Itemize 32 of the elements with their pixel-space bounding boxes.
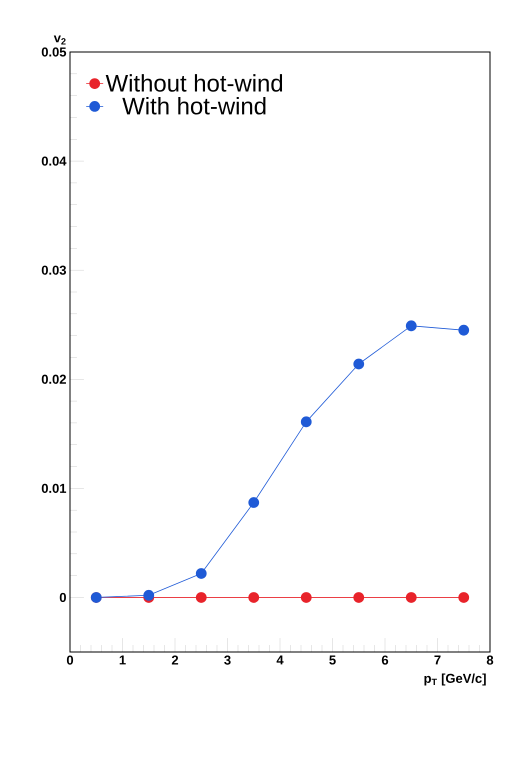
point <box>406 320 417 332</box>
point <box>458 324 470 336</box>
y-tick-label: 0.03 <box>42 266 66 275</box>
point <box>248 497 260 508</box>
x-tick-label: 5 <box>329 656 336 665</box>
x-tick-label: 0 <box>66 656 74 665</box>
point <box>353 358 364 370</box>
x-axis-title: p$_{T}$ [GeV/c] <box>424 673 486 686</box>
legend-label: Without hot-wind <box>106 74 282 92</box>
y-axis-title: v$_{2}$ <box>54 35 66 44</box>
x-tick-label: 1 <box>120 656 126 664</box>
point <box>458 592 470 603</box>
x-tick-label: 2 <box>172 656 178 665</box>
point <box>196 568 207 579</box>
x-tick-label: 7 <box>434 656 441 664</box>
point <box>300 592 312 603</box>
y-tick-label: 0.01 <box>42 484 66 493</box>
x-tick-label: 6 <box>382 656 388 665</box>
point <box>406 592 417 603</box>
y-tick-label: 0.05 <box>42 47 66 57</box>
x-tick-label: 4 <box>276 656 284 664</box>
point <box>353 592 364 603</box>
y-tick-label: 0.02 <box>42 374 66 384</box>
point <box>300 416 312 428</box>
point <box>143 590 154 601</box>
y-tick-label: 0.04 <box>42 156 66 166</box>
point <box>196 592 207 603</box>
point <box>248 592 260 603</box>
y-tick-label: 0 <box>60 592 66 602</box>
legend-label: With hot-wind <box>122 96 266 115</box>
x-tick-label: 8 <box>486 656 494 665</box>
x-tick-label: 3 <box>224 656 231 665</box>
